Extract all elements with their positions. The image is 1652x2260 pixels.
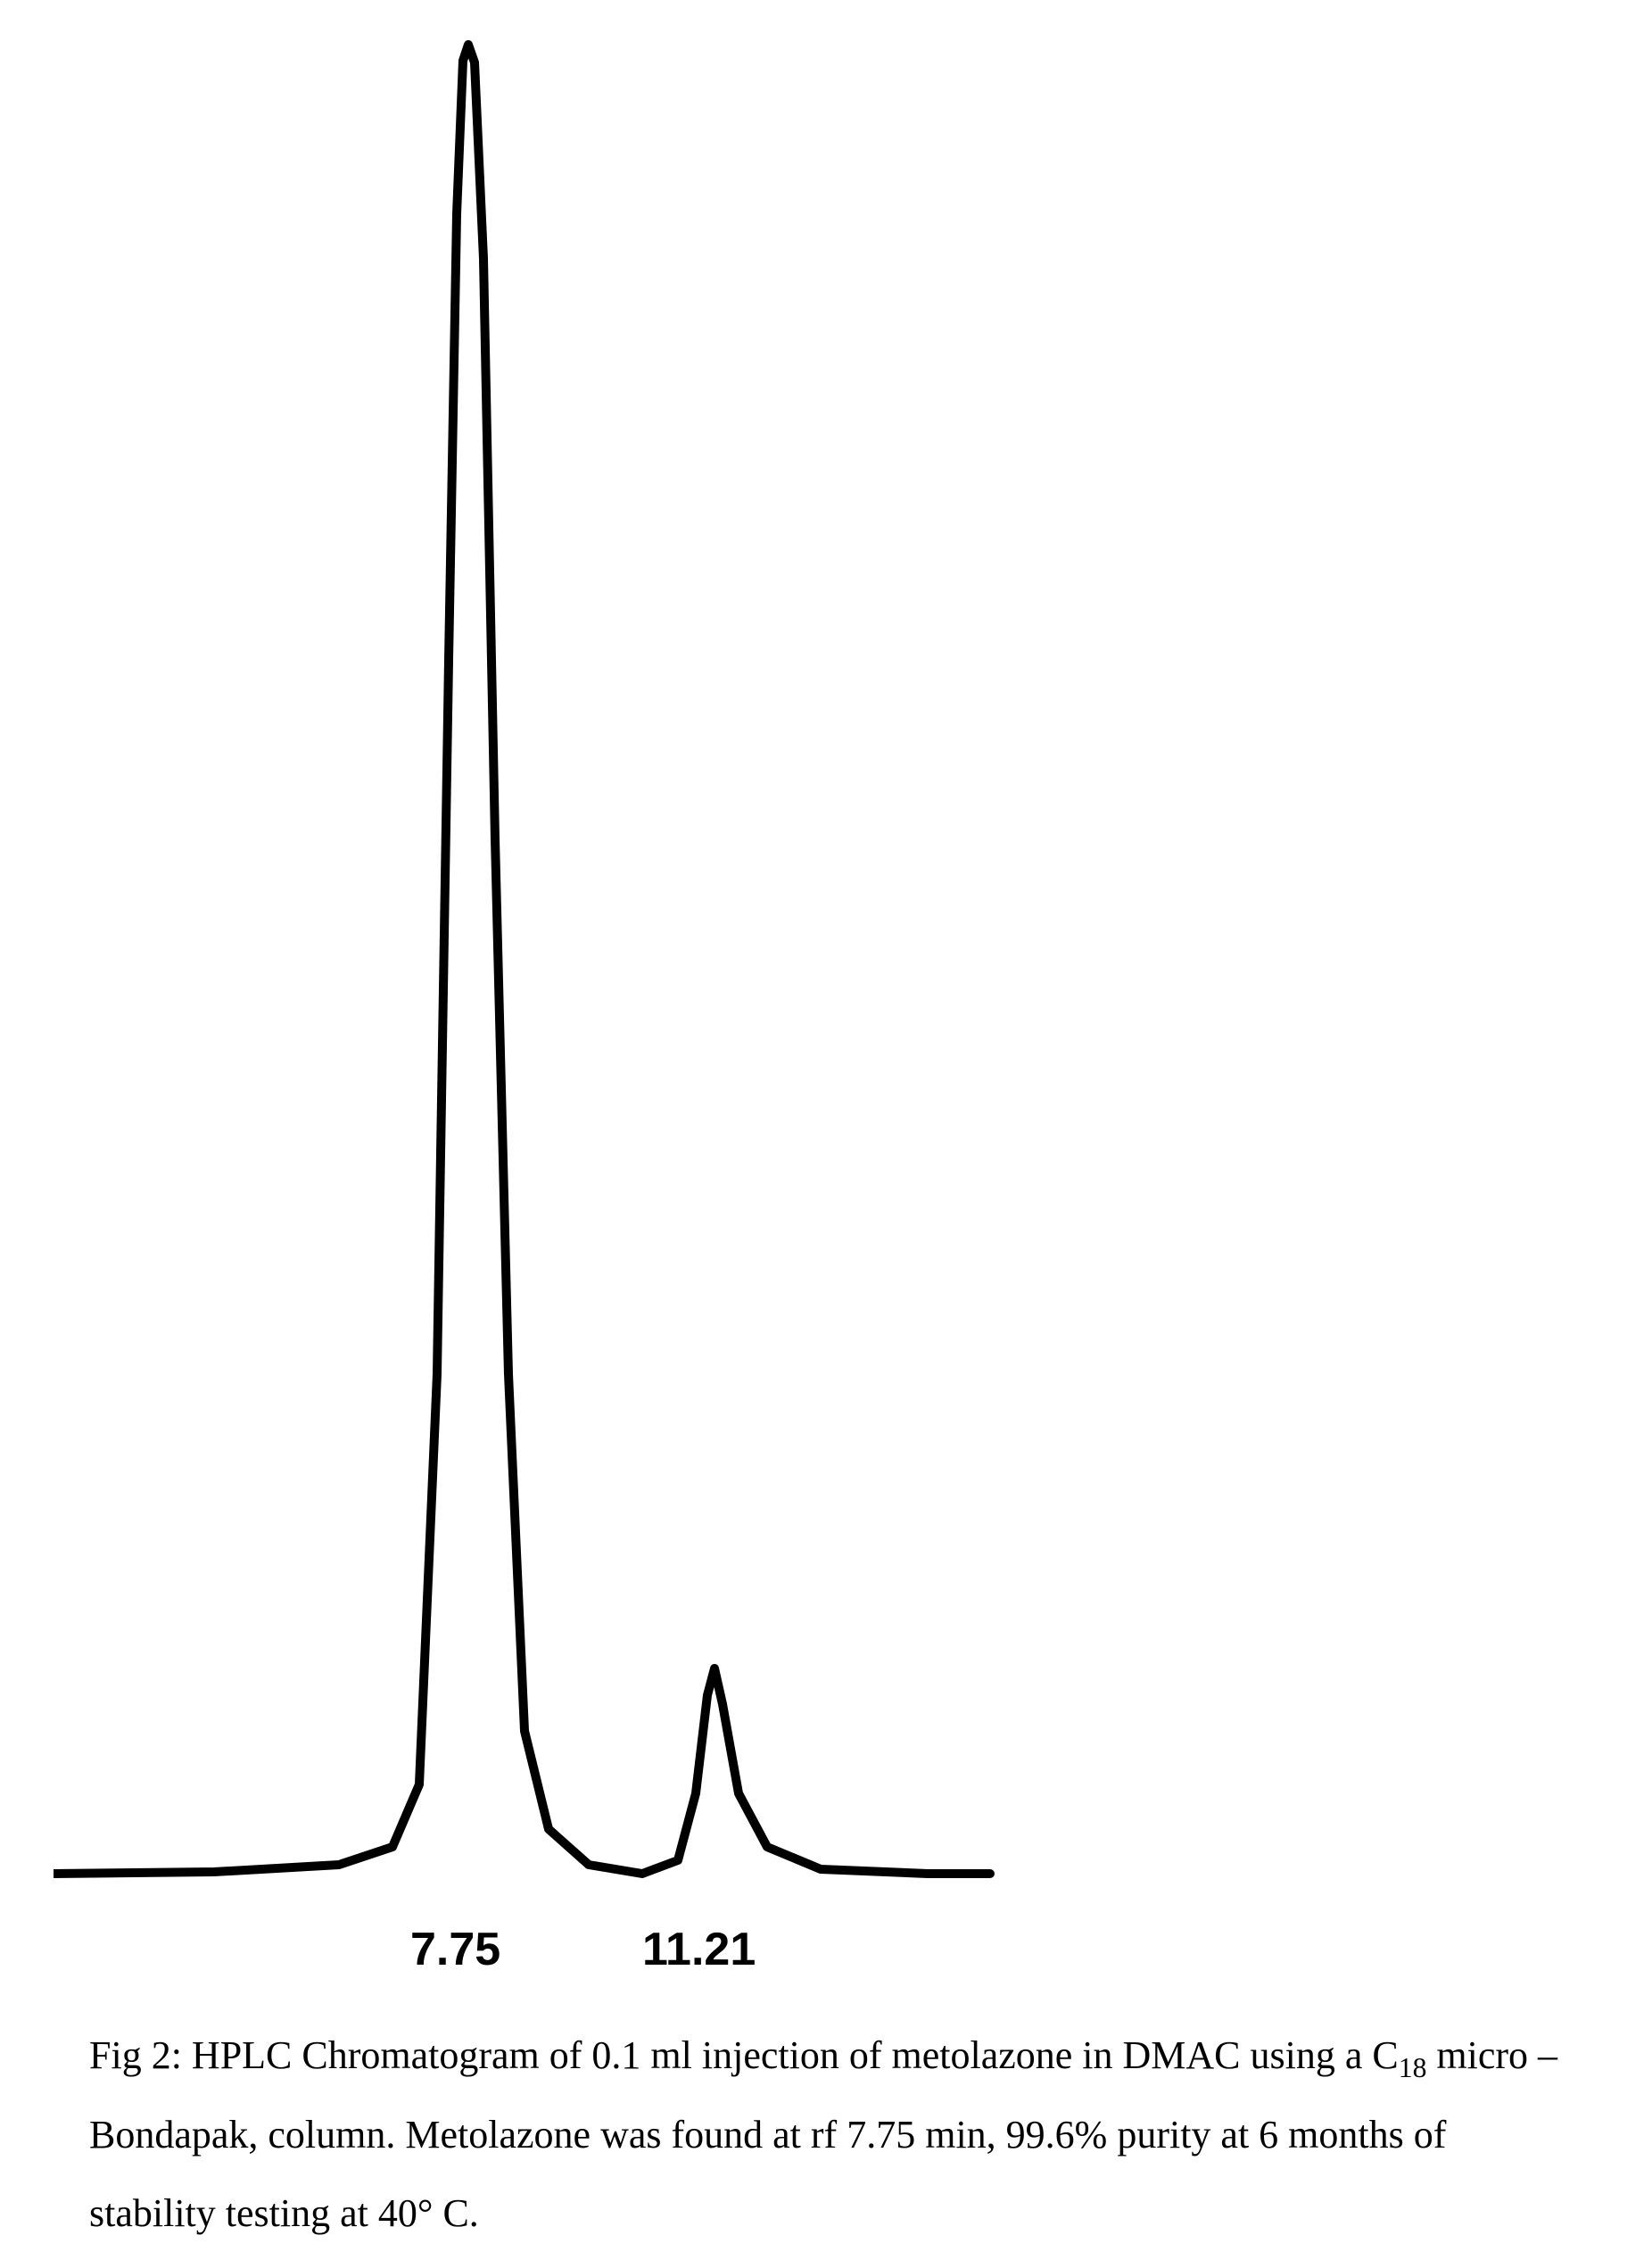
chromatogram-trace bbox=[54, 45, 990, 1874]
caption-prefix: Fig 2: HPLC Chromatogram of 0.1 ml injec… bbox=[89, 2033, 1399, 2077]
figure-caption: Fig 2: HPLC Chromatogram of 0.1 ml injec… bbox=[89, 2016, 1561, 2253]
peak-label-2: 11.21 bbox=[642, 1923, 756, 1976]
chromatogram-chart bbox=[54, 36, 1124, 1909]
caption-subscript-18: 18 bbox=[1399, 2052, 1427, 2083]
chromatogram-svg bbox=[54, 36, 1124, 1909]
peak-label-1: 7.75 bbox=[410, 1923, 500, 1976]
